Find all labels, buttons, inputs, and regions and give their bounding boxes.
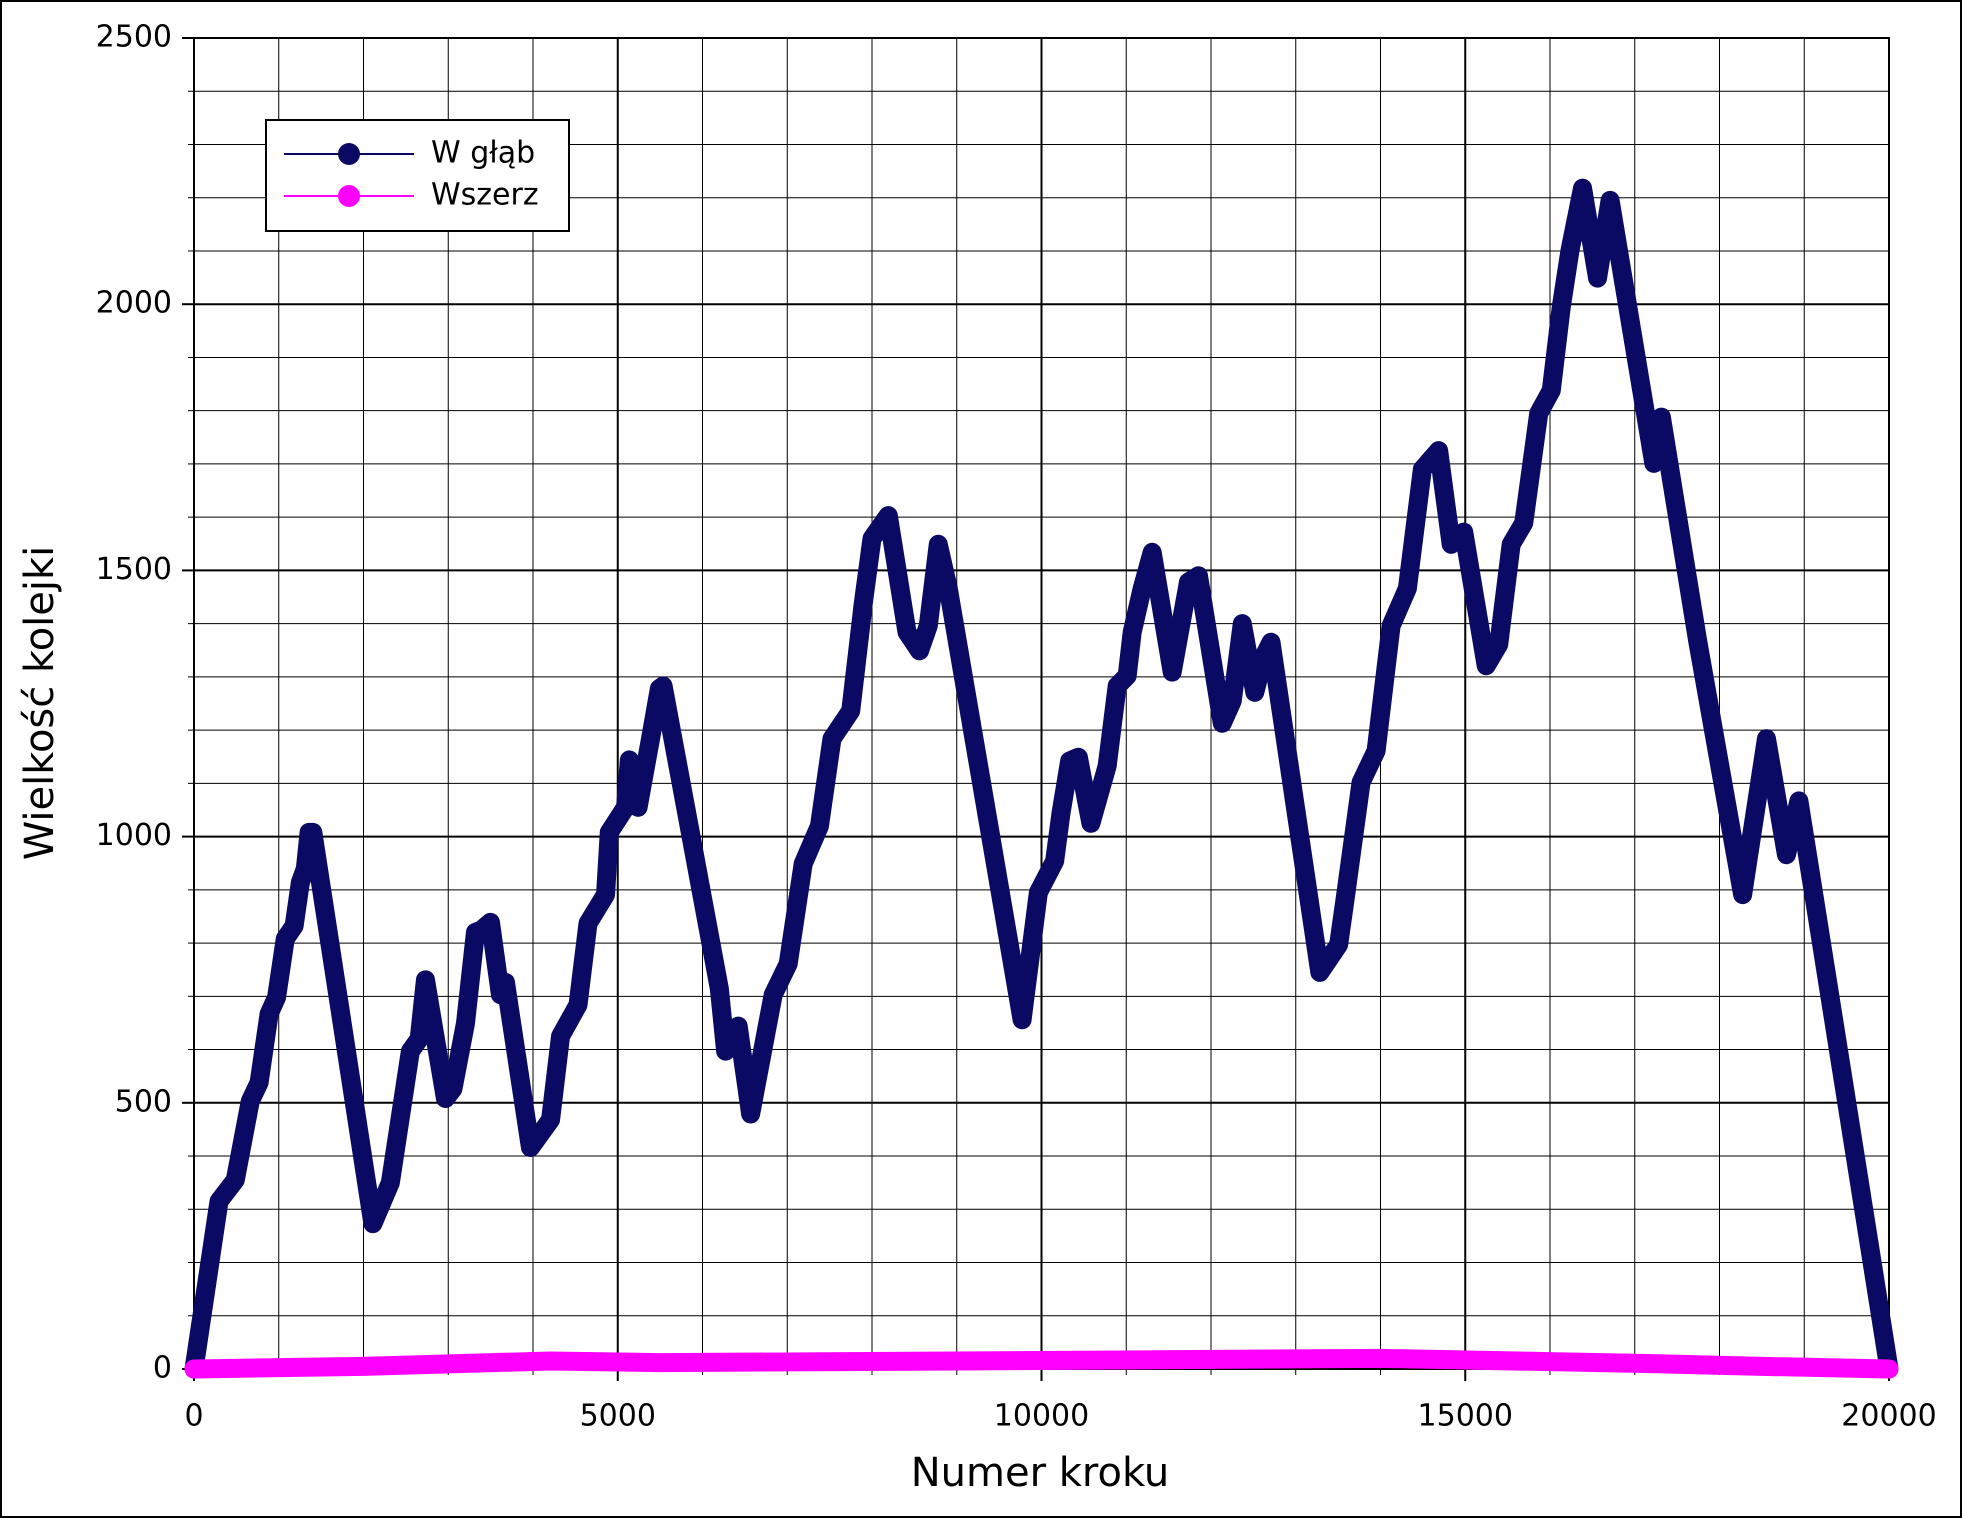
x-tick-label: 5000 <box>580 1399 656 1434</box>
y-tick-label: 2500 <box>96 20 172 55</box>
y-tick-label: 2000 <box>96 286 172 321</box>
legend-label: Wszerz <box>431 178 539 213</box>
legend-marker <box>338 143 360 165</box>
y-axis-label: Wielkość kolejki <box>17 546 63 861</box>
x-tick-label: 10000 <box>994 1399 1089 1434</box>
x-axis-label: Numer kroku <box>911 1450 1170 1496</box>
y-tick-label: 0 <box>153 1351 172 1386</box>
y-tick-label: 500 <box>115 1084 172 1119</box>
x-tick-label: 20000 <box>1841 1399 1936 1434</box>
series-line <box>184 178 1899 1379</box>
series-line <box>184 1348 1899 1379</box>
legend-label: W głąb <box>431 136 535 171</box>
legend: W głąb Wszerz <box>265 119 570 232</box>
legend-marker <box>338 185 360 207</box>
y-tick-label: 1500 <box>96 552 172 587</box>
y-tick-label: 1000 <box>96 818 172 853</box>
x-tick-label: 0 <box>184 1399 203 1434</box>
x-tick-label: 15000 <box>1418 1399 1513 1434</box>
legend-box <box>265 119 570 232</box>
